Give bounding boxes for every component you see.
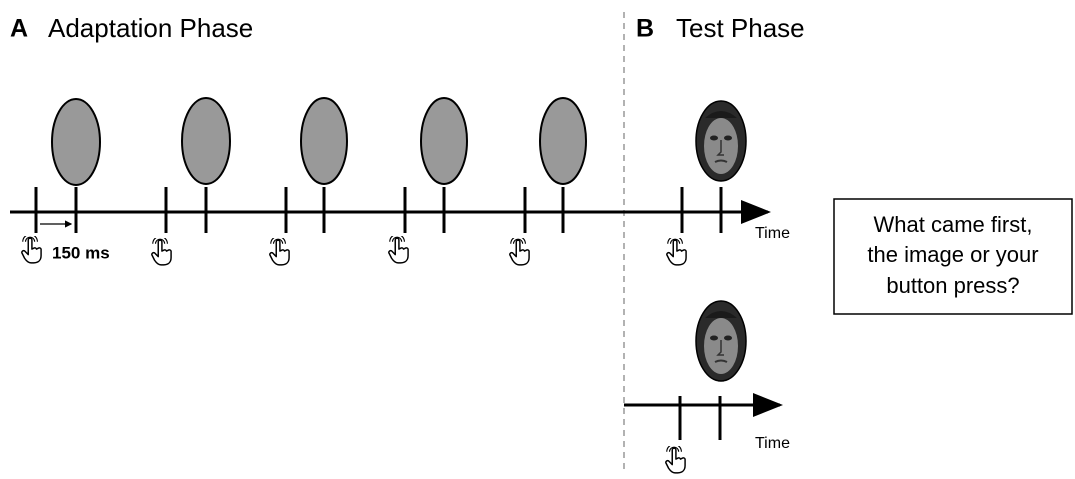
panel-title: Test Phase [676, 13, 805, 43]
face-image [695, 300, 747, 382]
interval-label: 150 ms [52, 243, 110, 262]
question-line: What came first, [874, 212, 1033, 237]
panel-title: Adaptation Phase [48, 13, 253, 43]
panel-letter: A [10, 15, 28, 43]
gray-ovals [51, 97, 587, 186]
time-label: Time [755, 435, 790, 452]
question-line: the image or your [867, 242, 1038, 267]
timeline [10, 187, 771, 233]
face-image [695, 100, 747, 182]
question-line: button press? [886, 273, 1019, 298]
timeline [624, 393, 783, 440]
panel-letter: B [636, 15, 654, 43]
question-box [833, 198, 1073, 315]
time-label: Time [755, 225, 790, 242]
button-press-icons [21, 236, 687, 474]
